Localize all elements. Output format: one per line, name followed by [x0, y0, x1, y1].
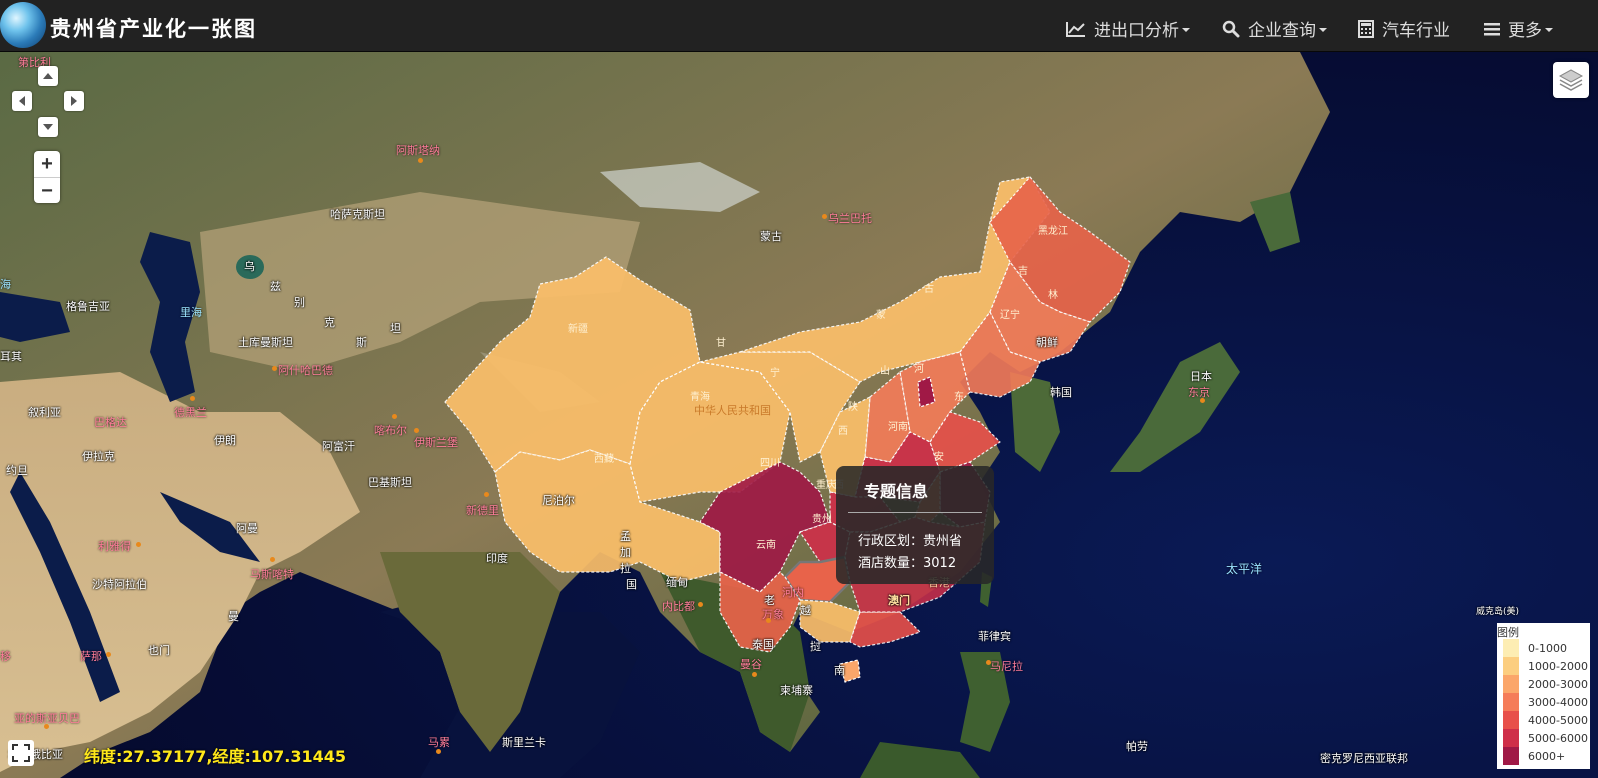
- capital-dot: [44, 724, 49, 729]
- arrow-down-icon: [43, 124, 53, 130]
- capital-dot: [190, 396, 195, 401]
- app-title: 贵州省产业化一张图: [50, 17, 257, 41]
- legend-label: 0-1000: [1528, 641, 1567, 655]
- layers-icon: [1558, 69, 1584, 91]
- legend-swatch: [1503, 675, 1519, 693]
- capital-dot: [414, 428, 419, 433]
- capital-dot: [698, 602, 703, 607]
- popup-divider: [848, 512, 982, 513]
- nav-import-export-analysis[interactable]: 进出口分析: [1066, 16, 1190, 41]
- popup-value: 酒店数量：3012: [858, 556, 957, 571]
- chevron-down-icon: [1182, 28, 1190, 32]
- capital-dot: [1200, 398, 1205, 403]
- chevron-down-icon: [1319, 28, 1327, 32]
- arrow-up-icon: [43, 73, 53, 79]
- capital-dot: [752, 672, 757, 677]
- legend-label: 5000-6000: [1528, 731, 1588, 745]
- nav-auto-industry[interactable]: 汽车行业: [1358, 16, 1450, 41]
- legend-item: 5000-6000: [1503, 729, 1588, 747]
- legend-swatch: [1503, 693, 1519, 711]
- nav-more[interactable]: 更多: [1484, 16, 1553, 41]
- info-popup: 专题信息 行政区划：贵州省 酒店数量：3012: [836, 466, 994, 584]
- nav-enterprise-search[interactable]: 企业查询: [1222, 16, 1327, 41]
- arrow-right-icon: [71, 96, 77, 106]
- chevron-down-icon: [1545, 28, 1553, 32]
- top-navbar: 贵州省产业化一张图 进出口分析 企业查询 汽车行业: [0, 0, 1598, 52]
- pan-right-button[interactable]: [64, 91, 84, 111]
- pan-up-button[interactable]: [38, 66, 58, 86]
- pan-left-button[interactable]: [12, 91, 32, 111]
- legend-label: 3000-4000: [1528, 695, 1588, 709]
- capital-dot: [106, 652, 111, 657]
- layer-switcher-button[interactable]: [1553, 62, 1589, 98]
- capital-dot: [418, 158, 423, 163]
- fullscreen-button[interactable]: [8, 740, 34, 766]
- line-chart-icon: [1066, 21, 1085, 37]
- pan-down-button[interactable]: [38, 117, 58, 137]
- search-icon: [1222, 20, 1240, 37]
- capital-dot: [272, 366, 277, 371]
- globe-logo-icon: [0, 2, 46, 48]
- nav-label: 企业查询: [1248, 21, 1316, 41]
- menu-icon: [1484, 22, 1500, 35]
- nav-label: 进出口分析: [1094, 21, 1179, 41]
- map-legend: 图例 0-1000 1000-2000 2000-3000 3000-4000 4000…: [1497, 623, 1590, 769]
- popup-title: 专题信息: [864, 482, 929, 501]
- capital-dot: [136, 542, 141, 547]
- legend-item: 1000-2000: [1503, 657, 1588, 675]
- capital-dot: [392, 414, 397, 419]
- capital-dot: [436, 749, 441, 754]
- legend-item: 0-1000: [1503, 639, 1567, 657]
- legend-swatch: [1503, 729, 1519, 747]
- legend-label: 2000-3000: [1528, 677, 1588, 691]
- legend-swatch: [1503, 639, 1519, 657]
- zoom-in-button[interactable]: +: [41, 152, 53, 175]
- zoom-out-button[interactable]: −: [34, 177, 60, 203]
- legend-title: 图例: [1497, 626, 1519, 639]
- capital-dot: [766, 618, 771, 623]
- arrow-left-icon: [19, 96, 25, 106]
- capital-dot: [822, 214, 827, 219]
- capital-dot: [484, 492, 489, 497]
- capital-dot: [270, 557, 275, 562]
- calculator-icon: [1358, 19, 1374, 38]
- coordinate-readout: 纬度:27.37177,经度:107.31445: [84, 747, 347, 766]
- fullscreen-icon: [12, 744, 30, 762]
- zoom-control: + −: [34, 151, 60, 203]
- legend-label: 4000-5000: [1528, 713, 1588, 727]
- legend-item: 4000-5000: [1503, 711, 1588, 729]
- map-canvas[interactable]: 格鲁吉亚 哈萨克斯坦 蒙古 土库曼斯坦 伊朗 阿富汗 巴基斯坦 伊拉克 叙利亚 …: [0, 52, 1598, 778]
- legend-swatch: [1503, 657, 1519, 675]
- capital-dot: [986, 660, 991, 665]
- nav-label: 更多: [1508, 21, 1542, 41]
- legend-swatch: [1503, 747, 1519, 765]
- legend-label: 6000+: [1528, 749, 1566, 763]
- legend-item: 3000-4000: [1503, 693, 1588, 711]
- legend-item: 6000+: [1503, 747, 1565, 765]
- popup-region: 行政区划：贵州省: [858, 534, 963, 549]
- satellite-basemap: [0, 52, 1598, 778]
- nav-label: 汽车行业: [1382, 21, 1450, 41]
- legend-swatch: [1503, 711, 1519, 729]
- legend-item: 2000-3000: [1503, 675, 1588, 693]
- legend-label: 1000-2000: [1528, 659, 1588, 673]
